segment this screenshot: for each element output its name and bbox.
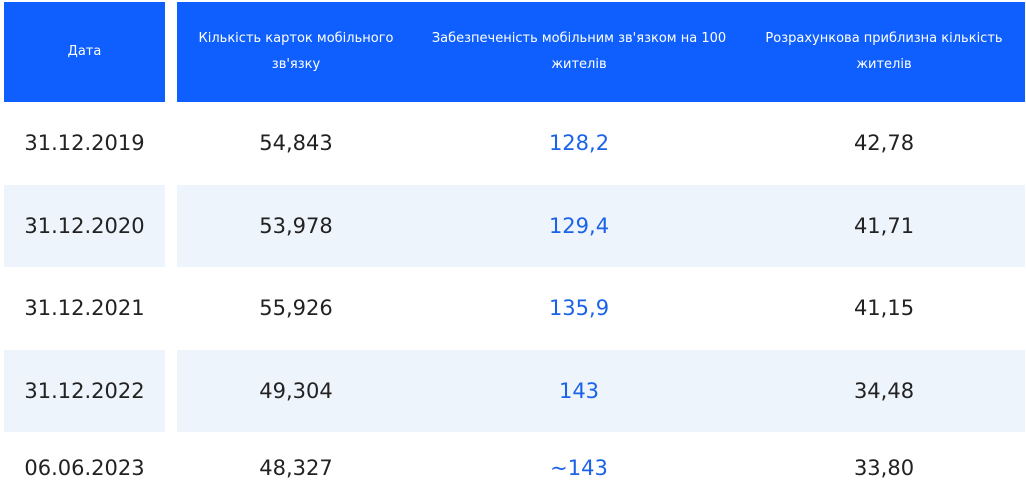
table-cell: 49,304 [177, 349, 415, 432]
table-cell: 55,926 [259, 296, 333, 321]
table-cell: 54,843 [259, 131, 333, 156]
table-cell: 128,2 [548, 131, 610, 156]
table-cell: 41,71 [743, 184, 1025, 267]
table-cell: 31.12.2022 [4, 349, 165, 432]
table-cell: 143 [415, 349, 743, 432]
header-cell: Кількість карток мобільного зв'язку [177, 2, 415, 102]
table-cell: ~143 [550, 455, 608, 480]
header-cell: Забезпеченість мобільним зв'язком на 100… [415, 2, 743, 102]
header-cell: Розрахункова приблизна кількість жителів [743, 2, 1025, 102]
table-cell: 48,327 [259, 455, 333, 480]
table-cell: 135,9 [548, 296, 610, 321]
table-cell: 31.12.2021 [24, 296, 145, 321]
table-cell: 31.12.2020 [4, 184, 165, 267]
table-cell: 06.06.2023 [24, 455, 145, 480]
table-cell: 31.12.2019 [24, 131, 145, 156]
header-cell: Дата [4, 2, 165, 102]
table-cell: 34,48 [743, 349, 1025, 432]
table-cell: 42,78 [853, 131, 915, 156]
table-cell: 53,978 [177, 184, 415, 267]
table-cell: 129,4 [415, 184, 743, 267]
table-cell: 33,80 [853, 455, 915, 480]
table-cell: 41,15 [853, 296, 915, 321]
